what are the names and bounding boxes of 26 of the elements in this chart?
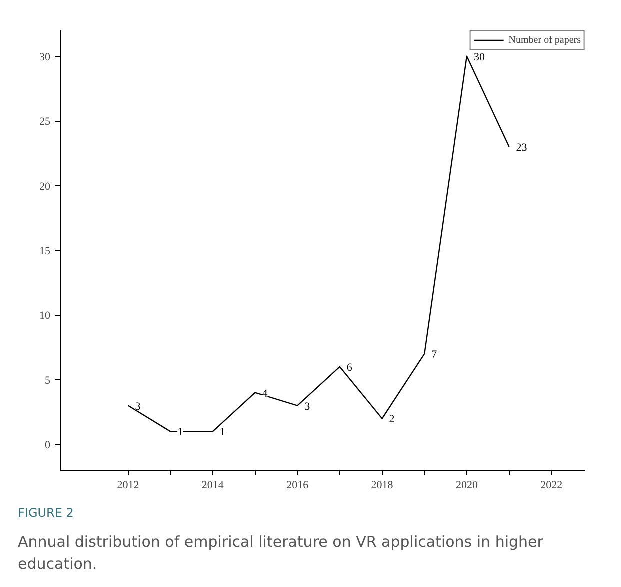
y-tick-label: 5 [45,374,51,387]
legend-label: Number of papers [508,34,581,46]
data-label: 1 [178,426,184,439]
data-label: 4 [262,388,268,400]
data-label: 3 [135,400,142,413]
data-label: 1 [220,426,226,439]
data-label: 23 [516,142,528,154]
data-label: 30 [474,51,486,64]
caption: FIGURE 2 [18,505,74,522]
x-tick-label: 2022 [540,480,563,492]
y-tick-label: 10 [40,310,51,322]
x-tick-label: 2018 [371,480,394,492]
y-tick-label: 15 [40,246,51,258]
x-tick-label: 2012 [117,480,140,492]
data-label: 3 [304,400,311,413]
data-label: 2 [389,414,395,426]
data-label: 6 [346,362,353,374]
data-label: 7 [432,349,438,362]
y-tick-label: 20 [40,180,51,193]
x-tick-label: 2020 [456,480,478,492]
text: Annual distribution of empirical literature on VR applications in higher education. [18,532,544,575]
y-tick-label: 0 [45,440,51,452]
y-tick-label: 25 [40,116,51,128]
x-tick-label: 2016 [286,480,310,492]
x-tick-label: 2014 [202,480,224,492]
y-tick-label: 30 [40,51,51,64]
